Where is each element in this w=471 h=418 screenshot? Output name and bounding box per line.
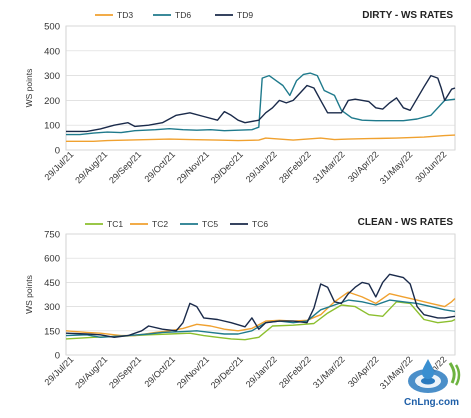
dirty-series-td9-line bbox=[66, 74, 456, 133]
clean-legend-label: TC2 bbox=[152, 219, 168, 229]
clean-ytick-label: 150 bbox=[44, 326, 60, 337]
dirty-xtick-label: 29/Sep/21 bbox=[107, 149, 143, 185]
dirty-xtick-label: 29/Dec/21 bbox=[209, 149, 245, 185]
dirty-ytick-label: 400 bbox=[44, 46, 60, 57]
clean-legend-label: TC5 bbox=[202, 219, 218, 229]
clean-ytick-label: 600 bbox=[44, 254, 60, 265]
dirty-chart-title: DIRTY - WS RATES bbox=[362, 10, 453, 21]
clean-ytick-label: 0 bbox=[55, 351, 60, 362]
dirty-xtick-label: 29/Aug/21 bbox=[73, 149, 109, 185]
dirty-series-td3-line bbox=[66, 134, 456, 142]
dirty-xtick-label: 31/May/22 bbox=[378, 149, 415, 186]
clean-legend-label: TC1 bbox=[107, 219, 123, 229]
dirty-ytick-label: 0 bbox=[55, 146, 60, 157]
clean-xtick-label: 30/Apr/22 bbox=[346, 354, 381, 389]
clean-series-tc5-line bbox=[65, 299, 456, 338]
dirty-xtick-label: 28/Feb/22 bbox=[277, 149, 313, 185]
dirty-xtick-label: 29/Jan/22 bbox=[244, 149, 279, 184]
clean-xtick-label: 29/Aug/21 bbox=[73, 354, 109, 390]
clean-series-tc2-line bbox=[65, 291, 456, 337]
dirty-legend-label: TD6 bbox=[175, 10, 191, 20]
dirty-ytick-label: 500 bbox=[44, 22, 60, 33]
dirty-xtick-label: 29/Oct/21 bbox=[142, 149, 177, 184]
clean-ylabel: WS points bbox=[24, 275, 34, 314]
dirty-xtick-label: 30/Jun/22 bbox=[413, 149, 448, 184]
dirty-ytick-label: 300 bbox=[44, 71, 60, 82]
clean-legend-label: TC6 bbox=[252, 219, 268, 229]
dirty-legend-label: TD9 bbox=[237, 10, 253, 20]
clean-plot-frame bbox=[65, 233, 456, 356]
watermark-text: CnLng.com bbox=[404, 397, 459, 408]
dirty-legend-label: TD3 bbox=[117, 10, 133, 20]
clean-xtick-label: 31/Mar/22 bbox=[311, 354, 347, 390]
dirty-ylabel: WS points bbox=[24, 69, 34, 108]
clean-xtick-label: 29/Sep/21 bbox=[107, 354, 143, 390]
clean-ytick-label: 450 bbox=[44, 278, 60, 289]
clean-xtick-label: 29/Nov/21 bbox=[175, 354, 211, 390]
clean-xtick-label: 29/Jan/22 bbox=[244, 354, 279, 389]
clean-series-tc1-line bbox=[65, 301, 456, 341]
watermark: CnLng.com bbox=[398, 355, 468, 411]
clean-xtick-label: 28/Feb/22 bbox=[277, 354, 313, 390]
dirty-plot-frame bbox=[65, 25, 456, 151]
dirty-xtick-label: 29/Nov/21 bbox=[175, 149, 211, 185]
dirty-series-td6-line bbox=[66, 72, 456, 136]
clean-ytick-label: 300 bbox=[44, 302, 60, 313]
dirty-ytick-label: 200 bbox=[44, 96, 60, 107]
dirty-xtick-label: 30/Apr/22 bbox=[346, 149, 381, 184]
clean-xtick-label: 29/Dec/21 bbox=[209, 354, 245, 390]
lng-droplet-logo-icon bbox=[408, 359, 461, 393]
clean-chart-title: CLEAN - WS RATES bbox=[358, 217, 454, 228]
clean-ytick-label: 750 bbox=[44, 230, 60, 241]
dirty-xtick-label: 31/Mar/22 bbox=[311, 149, 347, 185]
clean-xtick-label: 29/Oct/21 bbox=[142, 354, 177, 389]
dirty-ytick-label: 100 bbox=[44, 121, 60, 132]
clean-series-tc6-line bbox=[65, 273, 456, 338]
